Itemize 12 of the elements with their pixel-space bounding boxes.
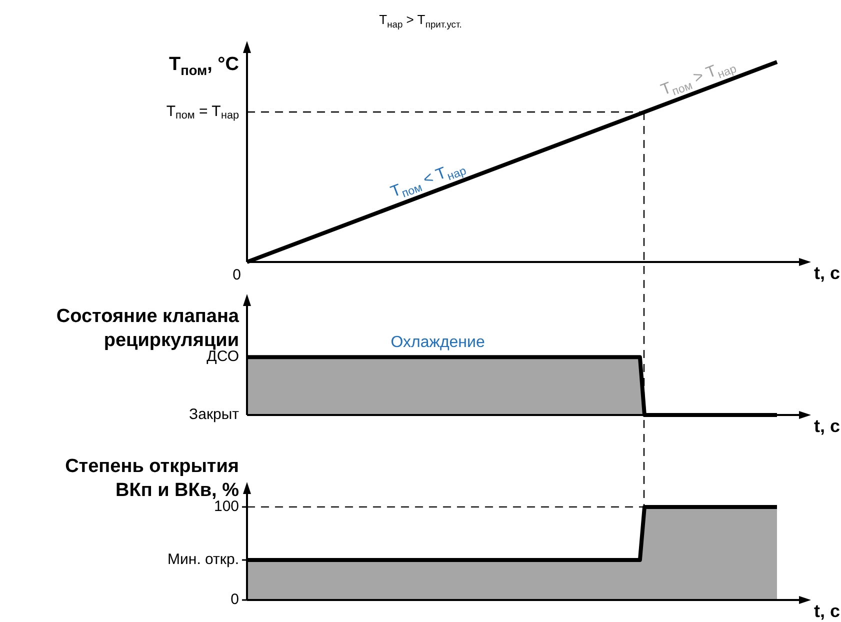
x-axis-title: t, с [814, 262, 840, 283]
y-tick-label: 0 [230, 591, 239, 608]
y-axis-title: Состояние клапана рециркуляции [56, 306, 240, 351]
y-tick-label: Мин. откр. [168, 551, 240, 568]
annotation: Tпом < Tнар [388, 164, 468, 202]
x-axis-title: t, с [814, 416, 840, 436]
annotation: Tпом > Tнар [658, 62, 738, 100]
y-tick-label: 100 [214, 498, 240, 516]
annotation: Охлаждение [390, 334, 485, 352]
text: Закрыт [189, 406, 240, 424]
x-axis-title: t, с [814, 600, 840, 621]
y-axis-title: Степень открытия ВКп и ВКв, % [65, 456, 240, 501]
